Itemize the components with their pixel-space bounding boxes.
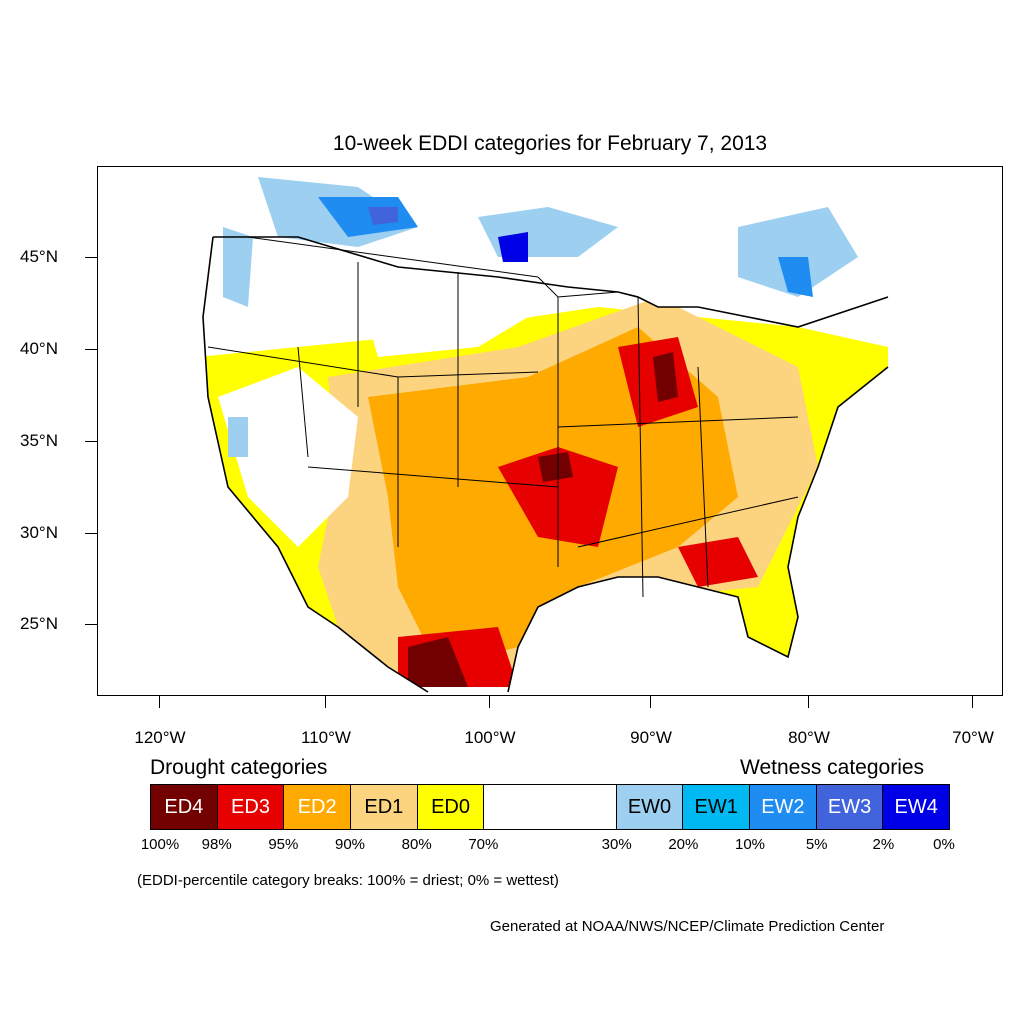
lon-tick bbox=[972, 696, 973, 708]
legend-cell-ew4: EW4 bbox=[883, 785, 950, 829]
lat-label: 45°N bbox=[20, 247, 58, 266]
ew0-region-nevada bbox=[228, 417, 248, 457]
legend-break-label: 90% bbox=[334, 836, 366, 853]
normal-region-west bbox=[218, 367, 358, 547]
legend-cell-ed3: ED3 bbox=[217, 785, 285, 829]
eddi-map bbox=[202, 177, 889, 693]
lon-tick bbox=[489, 696, 490, 708]
legend-break-label: 0% bbox=[933, 836, 955, 853]
legend-break-label: 2% bbox=[872, 836, 895, 853]
legend-break-label: 100% bbox=[140, 836, 180, 853]
legend-break-label: 20% bbox=[668, 836, 699, 853]
legend-colorbar: ED4 ED3 ED2 ED1 ED0 EW0 EW1 EW2 EW3 EW4 bbox=[150, 784, 950, 830]
legend-cell-ew0: EW0 bbox=[616, 785, 684, 829]
ed4-region-plains bbox=[538, 452, 573, 482]
lon-label: 80°W bbox=[788, 728, 830, 747]
normal-region-north bbox=[358, 277, 528, 357]
map-panel bbox=[97, 166, 1003, 696]
lat-label: 25°N bbox=[20, 614, 58, 633]
legend-cell-ed1: ED1 bbox=[351, 785, 418, 829]
legend-break-label: 10% bbox=[734, 836, 766, 853]
legend-note: (EDDI-percentile category breaks: 100% =… bbox=[137, 872, 559, 889]
legend-break-label: 98% bbox=[201, 836, 232, 853]
ew2-region-east-canada bbox=[778, 257, 813, 297]
coastline bbox=[202, 236, 889, 693]
ew0-region-east-canada bbox=[738, 207, 858, 297]
lat-label: 40°N bbox=[20, 339, 58, 358]
ed3-region-southeast bbox=[678, 537, 758, 587]
lon-label: 70°W bbox=[952, 728, 994, 747]
legend-cell-ed4: ED4 bbox=[151, 785, 218, 829]
ew0-region-lakes bbox=[478, 207, 618, 257]
lon-tick bbox=[650, 696, 651, 708]
map-title: 10-week EDDI categories for February 7, … bbox=[332, 132, 768, 155]
lon-label: 120°W bbox=[134, 728, 186, 747]
lat-label: 35°N bbox=[20, 431, 58, 450]
lon-label: 110°W bbox=[301, 728, 351, 747]
legend-cell-ed0: ED0 bbox=[417, 785, 485, 829]
lat-tick bbox=[85, 257, 97, 258]
lon-tick bbox=[325, 696, 326, 708]
lat-tick bbox=[85, 533, 97, 534]
lat-tick bbox=[85, 624, 97, 625]
ed4-region-mexico bbox=[408, 637, 468, 687]
lat-label: 30°N bbox=[20, 523, 58, 542]
lon-label: 90°W bbox=[630, 728, 672, 747]
legend-break-label: 80% bbox=[401, 836, 432, 853]
drought-heading: Drought categories bbox=[150, 756, 328, 779]
legend-break-label: 95% bbox=[268, 836, 299, 853]
lat-tick bbox=[85, 441, 97, 442]
legend-cell-ed2: ED2 bbox=[284, 785, 352, 829]
legend-cell-ew2: EW2 bbox=[750, 785, 817, 829]
credit-line: Generated at NOAA/NWS/NCEP/Climate Predi… bbox=[490, 918, 885, 935]
legend-cell-ew1: EW1 bbox=[683, 785, 751, 829]
ew3-region-canada bbox=[368, 207, 398, 225]
ew0-region-pacific-nw bbox=[223, 227, 253, 307]
legend-break-label: 70% bbox=[468, 836, 499, 853]
legend-cell-normal bbox=[484, 785, 617, 829]
legend-break-label: 5% bbox=[805, 836, 828, 853]
lon-label: 100°W bbox=[464, 728, 516, 747]
ew4-region-lakes bbox=[498, 232, 528, 262]
state-boundaries bbox=[207, 236, 799, 598]
lon-tick bbox=[808, 696, 809, 708]
ed4-region-michigan bbox=[653, 352, 678, 402]
wetness-heading: Wetness categories bbox=[740, 756, 925, 779]
legend-cell-ew3: EW3 bbox=[816, 785, 884, 829]
lon-tick bbox=[159, 696, 160, 708]
lat-tick bbox=[85, 349, 97, 350]
legend-break-label: 30% bbox=[601, 836, 632, 853]
